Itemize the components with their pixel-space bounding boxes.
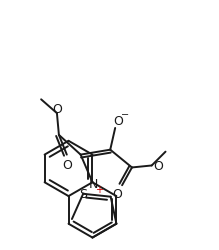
Text: O: O: [62, 158, 72, 171]
Text: −: −: [121, 110, 129, 120]
Text: O: O: [154, 159, 164, 172]
Text: O: O: [112, 187, 122, 200]
Text: O: O: [52, 102, 62, 115]
Text: S: S: [79, 188, 87, 200]
Text: +: +: [95, 184, 103, 194]
Text: O: O: [113, 114, 123, 127]
Text: N: N: [89, 177, 98, 190]
